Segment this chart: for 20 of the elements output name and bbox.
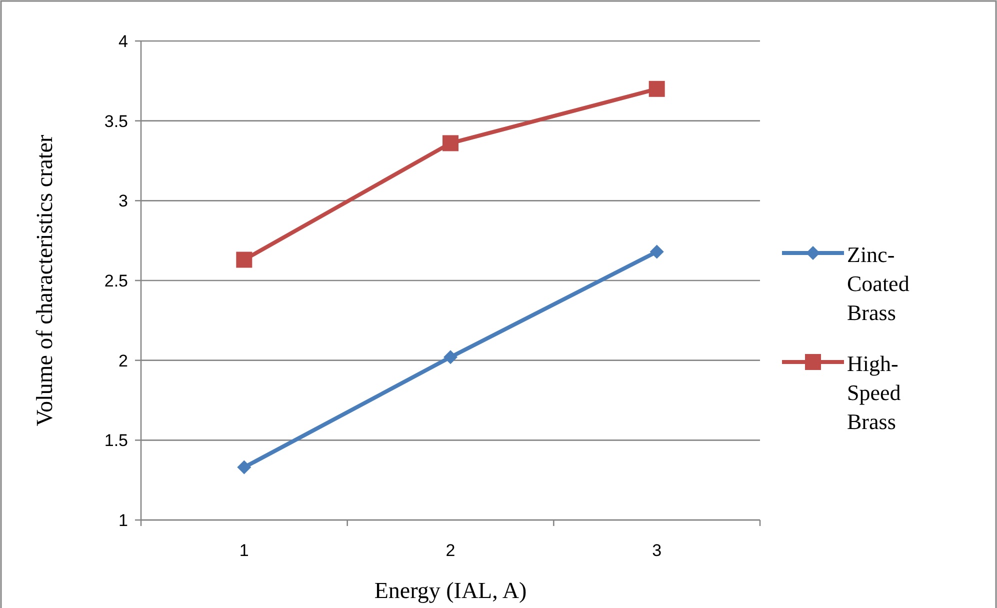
y-tick-label: 1 bbox=[118, 510, 128, 530]
point bbox=[237, 460, 252, 474]
y-tick-label: 4 bbox=[118, 32, 128, 51]
y-tick-label: 2.5 bbox=[104, 271, 128, 290]
y-tick-label: 2 bbox=[118, 351, 128, 370]
point bbox=[648, 80, 665, 97]
legend-label: Zinc-Coated Brass bbox=[847, 242, 910, 325]
y-tick-label: 1.5 bbox=[104, 431, 128, 450]
legend-label: High-Speed Brass bbox=[847, 351, 901, 434]
x-tick-label: 3 bbox=[652, 541, 662, 560]
x-axis-title: Energy (IAL, A) bbox=[374, 578, 527, 603]
point bbox=[442, 135, 458, 152]
y-tick-label: 3 bbox=[118, 192, 128, 211]
point bbox=[236, 252, 252, 268]
point bbox=[444, 350, 458, 364]
y-axis-title: Volume of characteristics crater bbox=[32, 134, 57, 426]
point bbox=[650, 244, 664, 259]
y-tick-label: 3.5 bbox=[104, 112, 128, 131]
x-tick-label: 1 bbox=[239, 541, 249, 560]
x-tick-label: 2 bbox=[446, 541, 456, 560]
